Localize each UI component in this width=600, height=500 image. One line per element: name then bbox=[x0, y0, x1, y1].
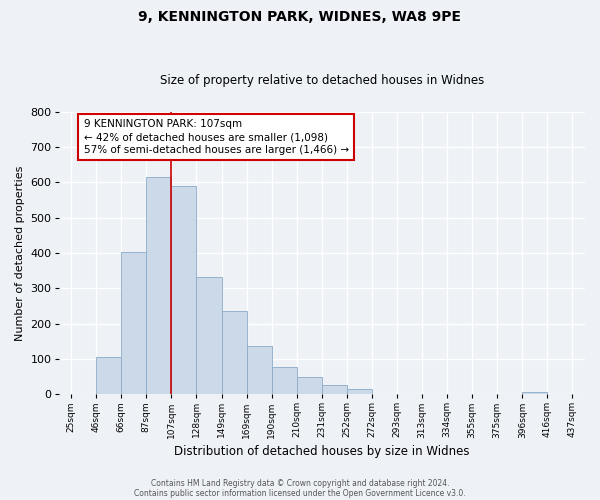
Bar bbox=[221, 312, 247, 394]
Bar bbox=[172, 186, 196, 394]
Text: 9, KENNINGTON PARK, WIDNES, WA8 9PE: 9, KENNINGTON PARK, WIDNES, WA8 9PE bbox=[139, 10, 461, 24]
Bar bbox=[322, 386, 347, 394]
Title: Size of property relative to detached houses in Widnes: Size of property relative to detached ho… bbox=[160, 74, 484, 87]
Text: Contains HM Land Registry data © Crown copyright and database right 2024.: Contains HM Land Registry data © Crown c… bbox=[151, 478, 449, 488]
Bar bbox=[272, 368, 297, 394]
Text: Contains public sector information licensed under the Open Government Licence v3: Contains public sector information licen… bbox=[134, 488, 466, 498]
Bar bbox=[347, 389, 372, 394]
Text: 9 KENNINGTON PARK: 107sqm
← 42% of detached houses are smaller (1,098)
57% of se: 9 KENNINGTON PARK: 107sqm ← 42% of detac… bbox=[83, 119, 349, 155]
Bar bbox=[146, 178, 172, 394]
Bar bbox=[297, 377, 322, 394]
Bar bbox=[196, 278, 221, 394]
Bar bbox=[523, 392, 547, 394]
Bar bbox=[247, 346, 272, 394]
X-axis label: Distribution of detached houses by size in Widnes: Distribution of detached houses by size … bbox=[174, 444, 470, 458]
Y-axis label: Number of detached properties: Number of detached properties bbox=[15, 166, 25, 340]
Bar bbox=[96, 357, 121, 394]
Bar bbox=[121, 252, 146, 394]
